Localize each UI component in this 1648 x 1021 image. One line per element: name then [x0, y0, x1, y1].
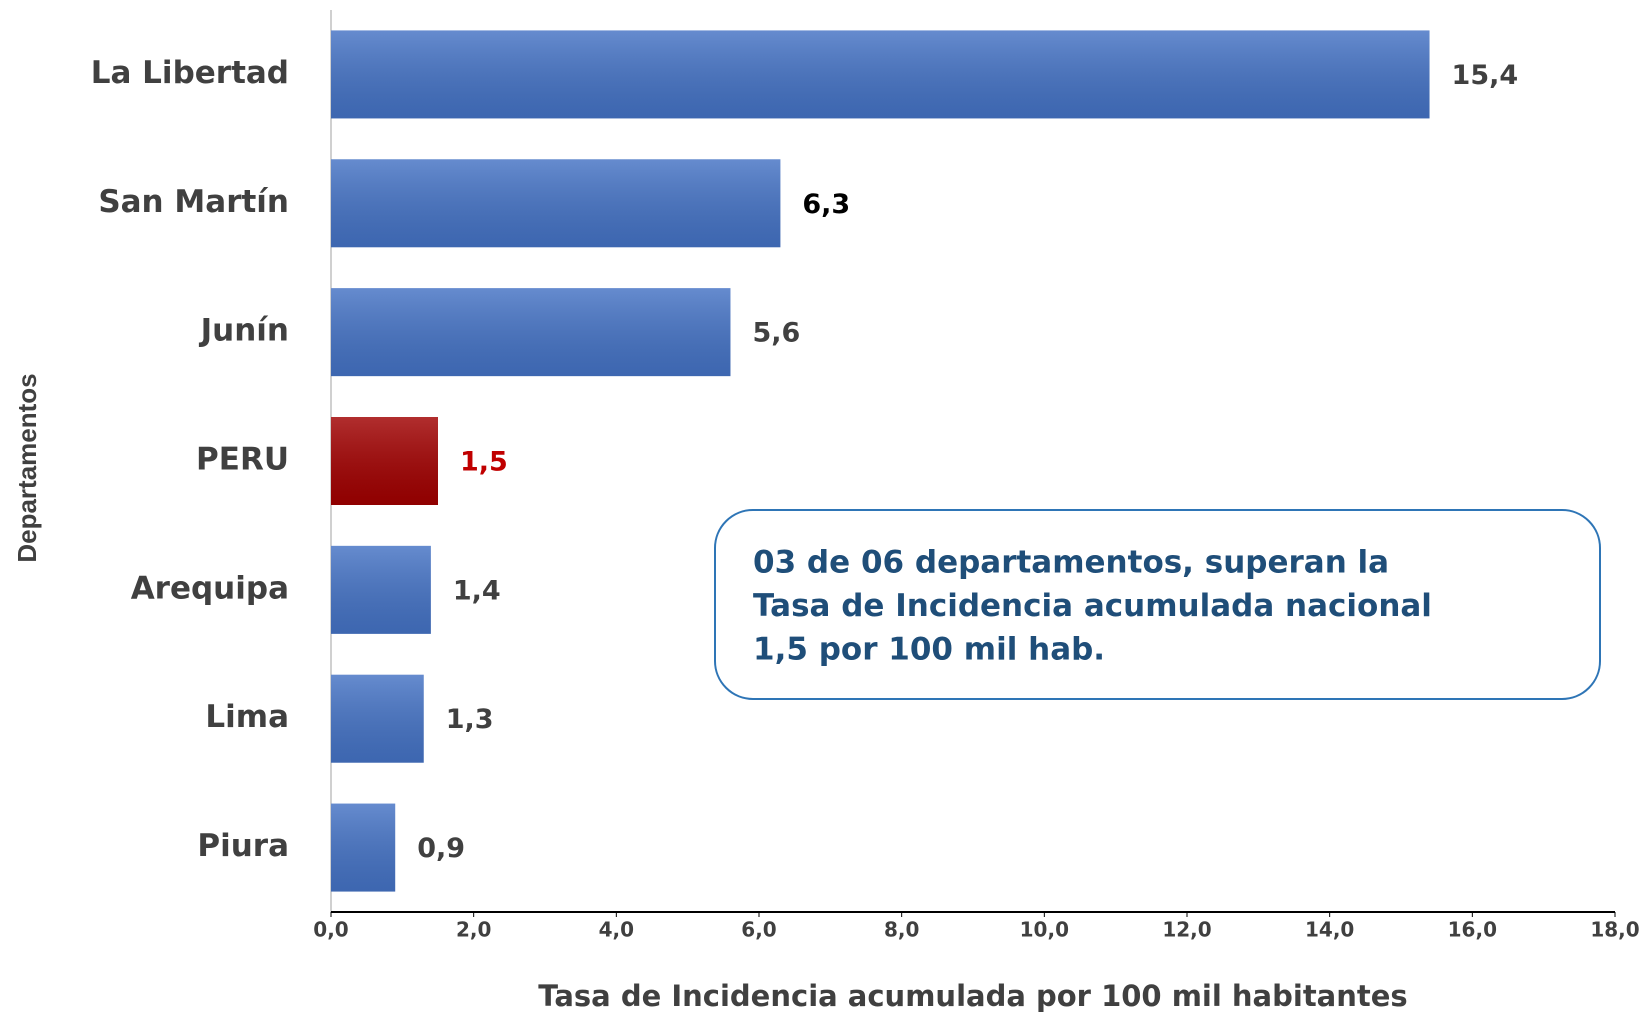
y-tick-label: Junín	[199, 313, 289, 349]
x-tick-label: 12,0	[1162, 918, 1211, 942]
y-tick-label: PERU	[196, 442, 289, 478]
bar-shade	[331, 674, 424, 763]
bar-shade	[331, 159, 781, 248]
x-tick-label: 4,0	[599, 918, 634, 942]
y-axis-title: Departamentos	[12, 373, 42, 562]
x-tick-label: 6,0	[741, 918, 776, 942]
bar-shade	[331, 288, 731, 377]
value-label: 5,6	[752, 318, 800, 349]
x-axis-title: Tasa de Incidencia acumulada por 100 mil…	[538, 979, 1407, 1013]
value-label: 1,3	[446, 704, 494, 735]
annotation-line: 1,5 por 100 mil hab.	[753, 632, 1105, 668]
y-tick-label: San Martín	[98, 184, 289, 220]
y-tick-label: Lima	[205, 699, 289, 735]
x-tick-label: 10,0	[1020, 918, 1069, 942]
y-tick-label: Piura	[197, 828, 289, 864]
x-tick-label: 8,0	[884, 918, 919, 942]
value-label: 1,4	[453, 575, 501, 606]
x-tick-label: 2,0	[456, 918, 491, 942]
bar-shade	[331, 417, 438, 505]
x-tick-label: 14,0	[1305, 918, 1354, 942]
x-tick-label: 16,0	[1448, 918, 1497, 942]
value-label: 6,3	[802, 189, 850, 220]
annotation-line: Tasa de Incidencia acumulada nacional	[753, 588, 1432, 624]
y-tick-label: Arequipa	[131, 570, 289, 606]
x-tick-label: 18,0	[1590, 918, 1639, 942]
bar-shade	[331, 30, 1430, 119]
bar-shade	[331, 803, 396, 892]
annotation-box	[714, 509, 1601, 700]
value-label: 1,5	[460, 447, 508, 478]
y-tick-label: La Libertad	[91, 55, 289, 91]
x-tick-label: 0,0	[313, 918, 348, 942]
annotation-line: 03 de 06 departamentos, superan la	[753, 545, 1389, 581]
bar-shade	[331, 545, 431, 634]
value-label: 0,9	[417, 833, 465, 864]
value-label: 15,4	[1452, 60, 1519, 91]
